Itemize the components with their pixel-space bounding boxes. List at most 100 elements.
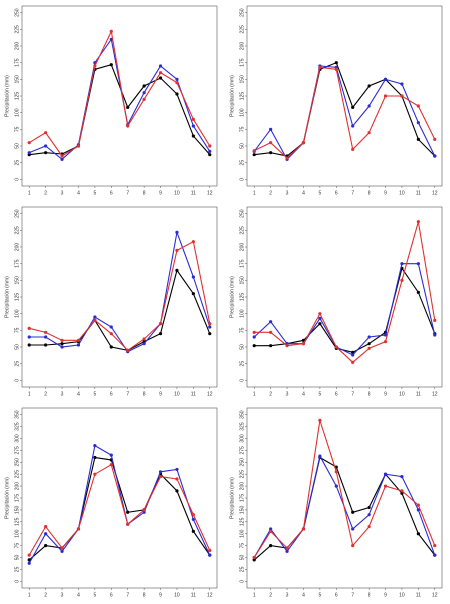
point	[208, 332, 212, 336]
point	[44, 524, 48, 529]
point	[109, 345, 113, 349]
y-tick-label: 75	[239, 126, 245, 132]
point	[158, 332, 163, 336]
point	[93, 444, 97, 448]
point	[416, 532, 420, 536]
point	[400, 491, 404, 495]
point	[93, 315, 97, 319]
point	[433, 333, 437, 337]
point	[142, 84, 146, 88]
x-tick-label: 11	[191, 190, 196, 196]
y-tick-label: 225	[14, 470, 20, 479]
x-tick-label: 1	[253, 391, 256, 397]
point	[269, 151, 273, 155]
point	[400, 94, 404, 98]
y-tick-label: 75	[14, 126, 20, 132]
y-tick-label: 175	[239, 259, 245, 268]
point	[191, 517, 195, 522]
point	[208, 553, 212, 557]
x-tick-label: 12	[432, 592, 438, 598]
point	[208, 153, 212, 157]
y-tick-label: 275	[14, 446, 20, 455]
point	[208, 322, 212, 326]
y-tick-label: 0	[14, 178, 20, 181]
point	[318, 418, 322, 422]
series-line	[29, 230, 211, 353]
y-tick-label: 25	[239, 361, 245, 367]
y-tick-label: 100	[239, 108, 245, 117]
point	[351, 350, 355, 354]
point	[191, 292, 195, 296]
y-tick-label: 200	[14, 42, 20, 51]
point	[44, 144, 48, 148]
point	[109, 463, 113, 467]
point	[367, 104, 371, 108]
series-line	[253, 65, 436, 161]
x-tick-label: 4	[302, 592, 305, 598]
x-tick-label: 4	[77, 391, 80, 397]
x-tick-label: 2	[269, 391, 272, 397]
x-tick-label: 5	[93, 190, 96, 196]
point	[44, 343, 48, 347]
point	[175, 489, 179, 493]
y-tick-label: 150	[239, 506, 245, 515]
y-tick-label: 175	[239, 58, 245, 67]
point	[269, 127, 273, 131]
x-tick-label: 7	[126, 190, 129, 196]
point	[44, 335, 48, 339]
point	[252, 558, 256, 562]
y-tick-label: 125	[14, 293, 20, 302]
y-tick-label: 125	[14, 92, 20, 101]
point	[400, 474, 404, 479]
point	[175, 268, 179, 272]
point	[60, 345, 64, 349]
point	[252, 335, 256, 339]
point	[142, 337, 146, 341]
plot-frame	[21, 407, 218, 589]
point	[158, 470, 163, 474]
y-tick-label: 250	[239, 209, 245, 218]
point	[351, 544, 355, 548]
point	[175, 92, 179, 96]
y-tick-label: 200	[239, 42, 245, 51]
x-tick-label: 10	[174, 190, 180, 196]
point	[285, 549, 289, 553]
x-tick-label: 7	[351, 592, 354, 598]
x-tick-label: 7	[351, 190, 354, 196]
point	[175, 77, 179, 81]
point	[400, 278, 404, 282]
point	[158, 64, 163, 68]
y-tick-label: 75	[14, 543, 20, 549]
x-tick-label: 6	[335, 391, 338, 397]
y-tick-label: 75	[239, 543, 245, 549]
point	[158, 322, 163, 326]
y-axis-label: Precipitación (mm)	[4, 75, 10, 117]
point	[433, 137, 437, 141]
point	[191, 124, 195, 128]
point	[76, 144, 81, 148]
point	[60, 342, 64, 346]
y-tick-label: 100	[14, 529, 20, 538]
point	[334, 470, 338, 474]
x-tick-label: 2	[44, 391, 47, 397]
point	[433, 318, 437, 322]
point	[60, 157, 64, 161]
point	[269, 527, 273, 531]
y-tick-label: 150	[14, 506, 20, 515]
point	[191, 513, 195, 517]
point	[109, 325, 113, 329]
y-tick-label: 125	[239, 92, 245, 101]
point	[416, 121, 420, 125]
y-tick-label: 50	[14, 143, 20, 149]
y-tick-label: 300	[239, 434, 245, 443]
series-line	[253, 66, 436, 159]
x-tick-label: 8	[368, 190, 371, 196]
x-tick-label: 5	[318, 190, 321, 196]
point	[93, 64, 97, 68]
point	[142, 508, 146, 512]
point	[367, 131, 371, 135]
x-tick-label: 6	[110, 391, 113, 397]
point	[175, 477, 179, 481]
y-axis-label: Precipitación (mm)	[229, 276, 235, 318]
y-tick-label: 0	[14, 379, 20, 382]
